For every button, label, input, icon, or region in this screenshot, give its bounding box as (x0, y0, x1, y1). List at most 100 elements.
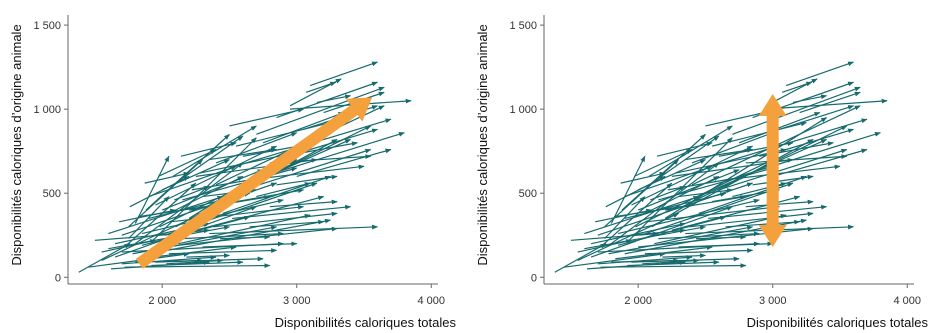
left-data-arrow (305, 81, 337, 93)
left-data-arrow (316, 94, 352, 104)
right-data-arrow (779, 105, 855, 130)
left-data-arrow (151, 259, 244, 267)
right-data-arrow (678, 188, 733, 198)
left-data-arrow (178, 213, 311, 245)
right-data-arrow (624, 165, 713, 198)
right-data-arrow (600, 263, 747, 268)
right-data-arrow (658, 231, 760, 240)
left-data-arrow (262, 111, 345, 144)
left-data-arrow (242, 148, 372, 191)
left-data-arrow (186, 253, 231, 259)
right-data-arrow (752, 174, 814, 186)
left-data-arrow (174, 185, 210, 201)
right-data-arrow (785, 61, 855, 87)
left-y-tick-label-3: 1 500 (33, 20, 61, 32)
right-data-arrow (650, 185, 686, 201)
left-overlay-arrow-shaft (135, 104, 360, 269)
right-data-arrow (648, 125, 733, 177)
left-data-arrow (161, 169, 264, 211)
left-y-tick-label-0: 0 (55, 272, 61, 284)
right-data-arrow (631, 228, 686, 236)
right-data-arrow (799, 91, 861, 114)
right-data-arrow (698, 138, 828, 198)
right-data-arrow (718, 141, 794, 157)
right-data-arrow (662, 253, 707, 259)
left-data-arrow (128, 159, 203, 228)
left-arrows (78, 61, 412, 273)
right-data-arrow (620, 171, 666, 184)
right-data-arrow (732, 86, 861, 135)
left-data-arrow (134, 155, 170, 224)
left-data-arrow (220, 234, 271, 240)
right-data-arrow (712, 121, 807, 147)
left-data-arrow (236, 188, 305, 203)
right-data-arrow (765, 98, 888, 110)
right-data-arrow (651, 138, 814, 228)
right-data-arrow (554, 243, 607, 273)
left-data-arrow (276, 174, 338, 186)
right-y-tick-label-3: 1 500 (509, 20, 537, 32)
right-data-arrow (656, 141, 713, 157)
right-data-arrow (696, 234, 747, 240)
left-data-arrow (256, 86, 385, 135)
right-x-tick-label-2: 4 000 (894, 295, 922, 307)
right-data-arrow (718, 148, 848, 191)
left-data-arrow (236, 121, 331, 147)
right-data-arrow (633, 148, 693, 177)
left-data-arrow (166, 258, 224, 265)
right-data-arrow (725, 219, 801, 228)
right-data-arrow (786, 128, 855, 151)
right-data-arrow (613, 203, 693, 218)
left-data-arrow (129, 175, 190, 208)
left-data-arrow (144, 171, 190, 184)
left-data-arrow (78, 243, 131, 273)
right-data-arrow (725, 164, 841, 181)
left-data-arrow (232, 204, 352, 220)
left-data-arrow (148, 165, 237, 198)
left-data-arrow (101, 239, 157, 253)
right-data-arrow (604, 196, 646, 240)
right-data-arrow (792, 94, 828, 104)
left-data-arrow (256, 182, 311, 198)
right-data-arrow (689, 211, 814, 228)
left-y-axis-title: Disponibilités caloriques d’origine anim… (9, 24, 24, 265)
right-y-axis-title: Disponibilités caloriques d’origine anim… (475, 24, 490, 265)
left-y-tick-label-2: 1 000 (33, 104, 61, 116)
chart-left: 0 500 1 000 1 500 2 000 3 000 4 000 Disp… (9, 15, 456, 330)
right-data-arrow (646, 204, 781, 223)
right-y-tick-label-0: 0 (531, 272, 537, 284)
right-data-arrow (610, 155, 646, 224)
right-data-arrow (637, 169, 740, 211)
right-data-arrow (577, 239, 633, 253)
left-data-arrow (128, 196, 170, 240)
left-x-axis-title: Disponibilités caloriques totales (275, 315, 457, 330)
right-data-arrow (584, 195, 700, 235)
left-data-arrow (168, 248, 278, 255)
right-y-tick-label-1: 500 (519, 188, 537, 200)
left-data-arrow (195, 157, 318, 177)
left-data-arrow (180, 141, 237, 157)
chart-right: 0 500 1 000 1 500 2 000 3 000 4 000 Disp… (475, 15, 928, 330)
left-data-arrow (172, 125, 257, 177)
right-overlay-arrow-head (758, 94, 787, 116)
left-data-arrow (137, 203, 217, 218)
left-data-arrow (148, 218, 331, 255)
left-x-tick-label-0: 2 000 (148, 295, 176, 307)
right-data-arrow (642, 258, 700, 265)
right-axes: 0 500 1 000 1 500 2 000 3 000 4 000 (509, 15, 921, 307)
left-data-arrow (108, 195, 224, 235)
left-data-arrow (209, 147, 278, 161)
right-x-tick-label-0: 2 000 (624, 295, 652, 307)
right-data-arrow (691, 132, 774, 164)
left-data-arrow (262, 131, 405, 177)
right-overlay (758, 94, 787, 247)
left-data-arrow (215, 132, 298, 164)
right-data-arrow (624, 192, 727, 220)
right-data-arrow (745, 199, 814, 208)
right-data-arrow (664, 195, 747, 211)
right-x-tick-label-1: 3 000 (759, 295, 787, 307)
right-data-arrow (564, 252, 666, 268)
left-data-arrow (195, 195, 325, 231)
right-data-arrow (654, 213, 787, 245)
